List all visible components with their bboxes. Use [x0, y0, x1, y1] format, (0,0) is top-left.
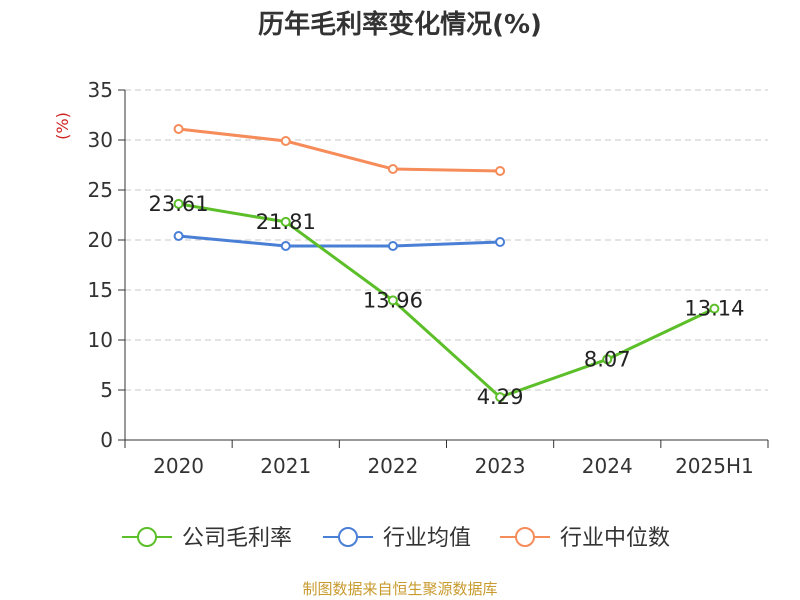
y-tick-label: 5 — [100, 378, 113, 402]
data-label: 21.81 — [256, 210, 316, 234]
y-tick-label: 15 — [88, 278, 113, 302]
axes: 0 5 10 15 20 25 30 35 2020 2021 2022 2023 2024 2025H1… — [53, 78, 769, 478]
y-tick-label: 25 — [88, 178, 113, 202]
data-point-industry_median — [280, 136, 291, 146]
legend-label-company: 公司毛利率 — [182, 526, 292, 551]
data-point-industry_avg — [387, 241, 398, 251]
y-tick-label: 35 — [88, 78, 113, 102]
data-labels: 23.61 21.81 13.96 4.29 8.07 13.14 — [149, 192, 745, 409]
data-point-industry_avg — [280, 241, 291, 251]
data-label: 13.96 — [363, 288, 423, 312]
y-tick-label: 0 — [100, 428, 113, 452]
y-axis-unit-label: (%) — [53, 112, 72, 140]
data-point-industry_median — [495, 166, 506, 176]
x-tick-label: 2023 — [475, 454, 526, 478]
y-tick-label: 30 — [88, 128, 113, 152]
data-point-industry_avg — [173, 231, 184, 241]
legend-marker-industry_avg — [338, 527, 358, 547]
data-label: 13.14 — [684, 297, 744, 321]
source-note: 制图数据来自恒生聚源数据库 — [302, 580, 498, 598]
chart-title: 历年毛利率变化情况(%) — [258, 10, 542, 40]
legend-marker-company — [137, 527, 157, 547]
series — [173, 124, 720, 403]
data-point-company — [387, 295, 398, 306]
legend: 公司毛利率 行业均值 行业中位数 — [122, 526, 670, 551]
legend-label-industry_avg: 行业均值 — [383, 526, 471, 551]
grid-lines — [125, 89, 768, 391]
y-tick-label: 20 — [88, 228, 113, 252]
series-line-industry_median — [178, 127, 501, 173]
data-point-industry_avg — [495, 237, 506, 247]
series-line-industry_avg — [178, 234, 501, 248]
data-label: 8.07 — [584, 347, 631, 371]
x-tick-label: 2020 — [153, 454, 204, 478]
data-point-company — [709, 303, 720, 314]
legend-label-industry_median: 行业中位数 — [560, 526, 670, 551]
y-tick-label: 10 — [88, 328, 113, 352]
x-tick-label: 2022 — [367, 454, 418, 478]
legend-marker-industry_median — [515, 527, 535, 547]
data-label: 4.29 — [477, 385, 524, 409]
data-point-industry_median — [387, 164, 398, 174]
x-tick-label: 2021 — [260, 454, 311, 478]
data-point-company — [495, 392, 506, 403]
data-point-company — [173, 198, 184, 209]
x-tick-label: 2024 — [582, 454, 633, 478]
series-line-company — [178, 202, 716, 399]
data-point-industry_median — [173, 124, 184, 134]
data-point-company — [602, 354, 613, 365]
data-point-company — [280, 216, 291, 227]
x-tick-label: 2025H1 — [675, 454, 754, 478]
data-label: 23.61 — [149, 192, 209, 216]
